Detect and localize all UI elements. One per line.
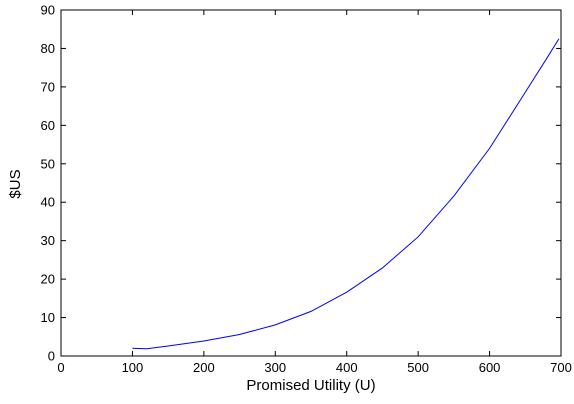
- y-axis-label: $US: [7, 169, 24, 198]
- y-tick-label: 70: [41, 79, 55, 94]
- y-tick-label: 80: [41, 41, 55, 56]
- x-tick-label: 200: [193, 360, 215, 375]
- y-tick-label: 30: [41, 233, 55, 248]
- series-line-1: [132, 38, 560, 350]
- y-tick-label: 40: [41, 195, 55, 210]
- axis-ticks: 0 100 200 300 400 500 600 700 0 10 20 30 40 50 60 70 80 9…: [41, 3, 572, 376]
- x-tick-label: 500: [407, 360, 429, 375]
- y-tick-label: 60: [41, 118, 55, 133]
- plot-area: [60, 9, 562, 357]
- y-tick-label: 10: [41, 310, 55, 325]
- y-tick-label: 0: [48, 349, 55, 364]
- y-tick-label: 90: [41, 3, 55, 18]
- x-tick-label: 600: [479, 360, 501, 375]
- x-tick-label: 300: [264, 360, 286, 375]
- x-tick-label: 100: [122, 360, 144, 375]
- y-tick-label: 50: [41, 156, 55, 171]
- x-axis-label: Promised Utility (U): [246, 377, 375, 394]
- plot-frame: [60, 9, 562, 357]
- y-tick-label: 20: [41, 272, 55, 287]
- x-tick-label: 0: [57, 360, 64, 375]
- x-tick-label: 400: [336, 360, 358, 375]
- x-tick-label: 700: [550, 360, 572, 375]
